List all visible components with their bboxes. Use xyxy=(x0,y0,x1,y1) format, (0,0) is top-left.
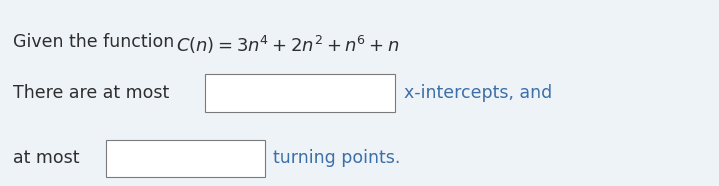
Text: turning points.: turning points. xyxy=(273,149,400,167)
Text: x-intercepts, and: x-intercepts, and xyxy=(404,84,552,102)
FancyBboxPatch shape xyxy=(205,74,395,112)
FancyBboxPatch shape xyxy=(106,140,265,177)
Text: at most: at most xyxy=(13,149,79,167)
Text: Given the function: Given the function xyxy=(13,33,180,52)
Text: $C(n) = 3n^4 + 2n^2 + n^6 + n$: $C(n) = 3n^4 + 2n^2 + n^6 + n$ xyxy=(176,33,400,56)
Text: There are at most: There are at most xyxy=(13,84,169,102)
